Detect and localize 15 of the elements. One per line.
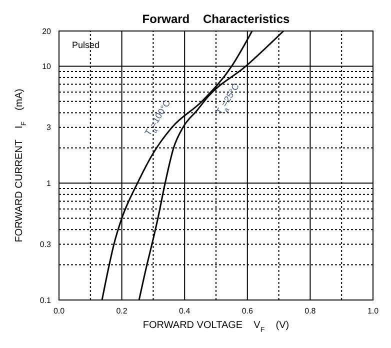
y-tick-label: 20 [42, 26, 52, 36]
y-tick-label: 1 [46, 178, 52, 188]
y-tick-label: 0.3 [40, 240, 52, 250]
y-tick-label: 3 [46, 123, 52, 132]
text: FORWARD VOLTAGE V$_{F}$ (V) [142, 320, 290, 334]
x-tick-label: 0.8 [304, 306, 316, 316]
x-tick-label: 0.6 [242, 306, 254, 316]
y-tick-label: 0.1 [40, 296, 52, 305]
y-tick-label: 10 [42, 62, 52, 72]
x-tick-label: 0.4 [179, 306, 191, 316]
x-tick-label: 1.0 [367, 306, 380, 316]
x-tick-label: 0.2 [116, 306, 128, 316]
x-tick-label: 0.0 [53, 306, 66, 316]
chart-title: Forward Characteristics [142, 12, 290, 26]
annotation: Pulsed [72, 40, 100, 50]
